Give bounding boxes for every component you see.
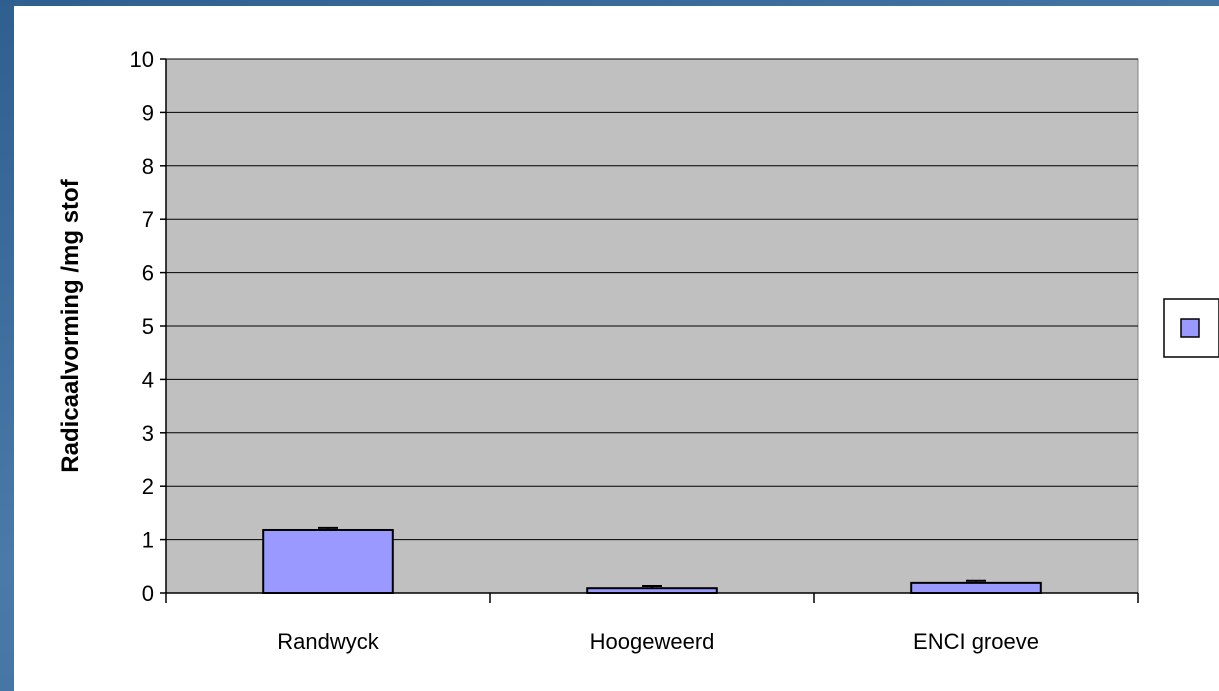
- legend-swatch: [1180, 318, 1200, 338]
- x-tick-label: Hoogeweerd: [590, 629, 715, 654]
- bar-enci-groeve: [910, 581, 1042, 595]
- y-tick-label: 10: [130, 47, 154, 72]
- axes: [165, 59, 1138, 594]
- y-tick-label: 1: [142, 528, 154, 553]
- x-tick-label: ENCI groeve: [913, 629, 1039, 654]
- y-tick-label: 7: [142, 207, 154, 232]
- y-tick-label: 5: [142, 314, 154, 339]
- y-tick-label: 0: [142, 581, 154, 606]
- x-tick-label: Randwyck: [277, 629, 379, 654]
- y-tick-label: 8: [142, 154, 154, 179]
- y-tick-label: 3: [142, 421, 154, 446]
- y-tick-label: 4: [142, 367, 154, 392]
- y-tick-label: 6: [142, 261, 154, 286]
- y-tick-label: 2: [142, 474, 154, 499]
- legend: [1163, 298, 1219, 358]
- y-axis-label: Radicaalvorming /mg stof: [57, 178, 84, 472]
- chart-frame: 0 1 2 3 4 5 6 7 8 9 10 Randwyck Hoogeweerd ENCI groe…: [14, 6, 1219, 691]
- y-tick-labels: 0 1 2 3 4 5 6 7 8 9 10: [130, 47, 154, 606]
- x-tick-labels: Randwyck Hoogeweerd ENCI groeve: [277, 629, 1039, 654]
- bar-chart: 0 1 2 3 4 5 6 7 8 9 10 Randwyck Hoogeweerd ENCI groe…: [57, 47, 1219, 654]
- bar-randwyck: [262, 528, 394, 594]
- y-tick-label: 9: [142, 100, 154, 125]
